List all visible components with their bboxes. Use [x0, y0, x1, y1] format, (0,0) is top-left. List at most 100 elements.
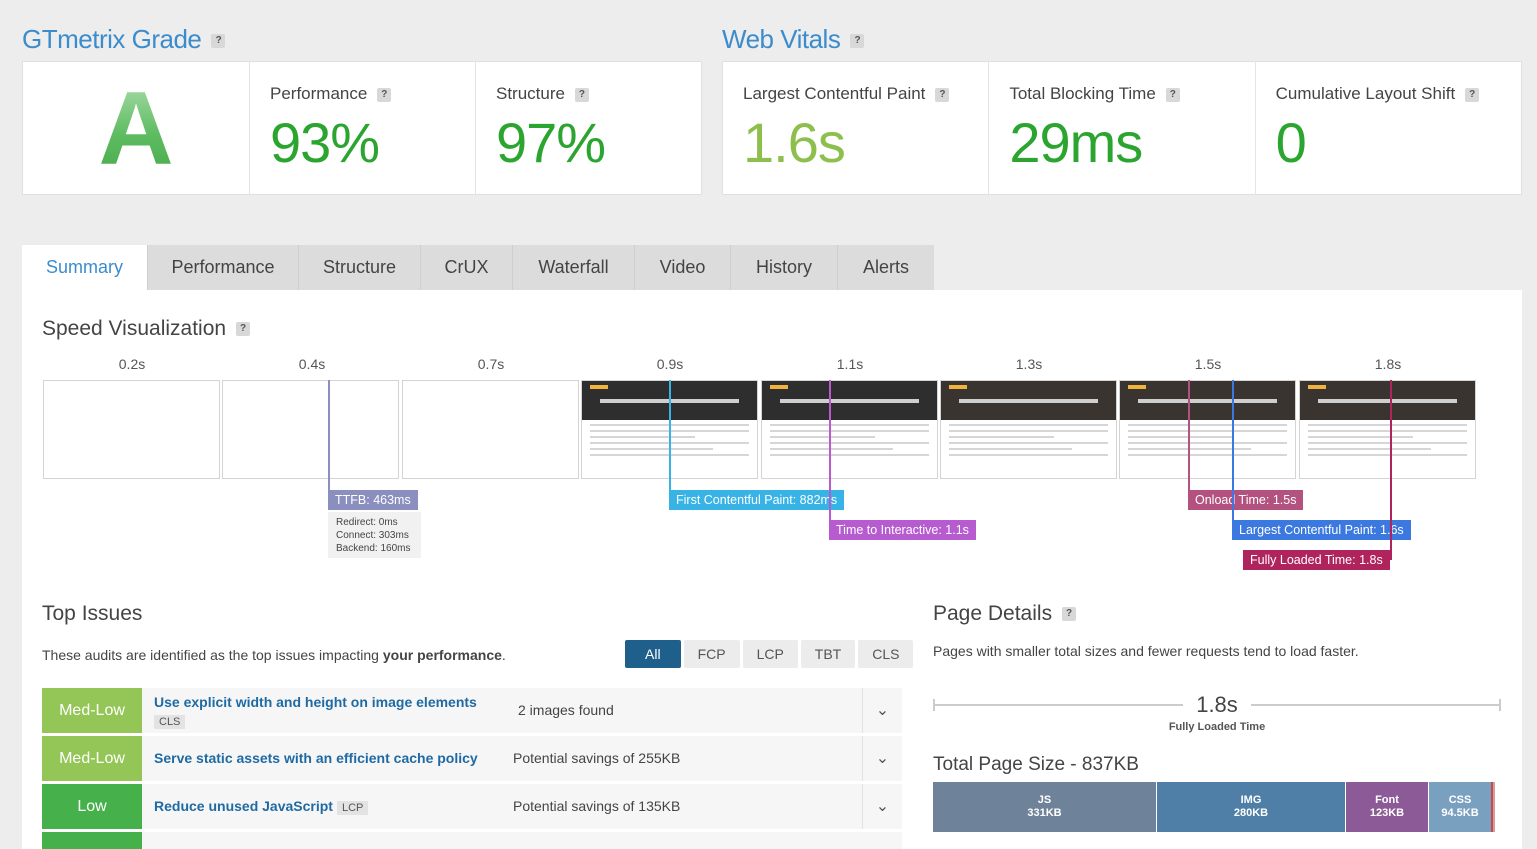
issue-tag: LCP [336, 801, 369, 815]
filter-cls[interactable]: CLS [858, 640, 914, 668]
severity-badge: Low [42, 784, 142, 829]
issue-row[interactable]: Med-Low Use explicit width and height on… [42, 688, 902, 733]
lcp-value: 1.6s [743, 111, 846, 174]
tab-history[interactable]: History [731, 245, 838, 290]
filter-all[interactable]: All [625, 640, 681, 668]
fcp-marker [669, 380, 671, 500]
issue-title[interactable]: Use explicit width and height on image e… [154, 694, 477, 710]
segment-size: 331KB [1027, 807, 1062, 819]
web-vitals-cards: Largest Contentful Paint? 1.6s Total Blo… [722, 61, 1522, 195]
fully-loaded-value: 1.8s [1196, 692, 1238, 717]
lcp-marker [1232, 380, 1234, 530]
fcp-flag: First Contentful Paint: 882ms [669, 490, 845, 510]
size-segment-font[interactable]: Font 123KB [1346, 782, 1428, 832]
lcp-flag: Largest Contentful Paint: 1.6s [1232, 520, 1411, 540]
onload-marker [1188, 380, 1190, 500]
tab-video[interactable]: Video [635, 245, 731, 290]
segment-size: 94.5KB [1441, 807, 1479, 819]
severity-badge: Med-Low [42, 736, 142, 781]
help-icon[interactable]: ? [574, 87, 589, 102]
structure-card: Structure? 97% [476, 62, 701, 194]
web-vitals-title: Web Vitals? [722, 24, 865, 55]
size-segment-css[interactable]: CSS 94.5KB [1429, 782, 1491, 832]
timeline-label: 0.2s [118, 356, 146, 372]
timeline-label: 0.7s [477, 356, 505, 372]
issue-row[interactable]: Low Reduce unused JavaScript LCP Potentia… [42, 784, 902, 829]
issue-detail: Potential savings of 135KB [513, 798, 681, 814]
cls-card: Cumulative Layout Shift? 0 [1256, 62, 1521, 194]
performance-value: 93% [270, 111, 380, 174]
segment-size: 280KB [1233, 807, 1269, 819]
chevron-down-icon[interactable]: ⌄ [862, 736, 902, 781]
ttfb-detail: Redirect: 0ms Connect: 303ms Backend: 16… [328, 512, 421, 558]
performance-card: Performance? 93% [250, 62, 476, 194]
help-icon[interactable]: ? [1165, 87, 1180, 102]
size-segment-other[interactable] [1491, 782, 1493, 832]
help-icon[interactable]: ? [1062, 607, 1077, 622]
grade-cards: A Performance? 93% Structure? 97% [22, 61, 702, 195]
web-vitals-title-text: Web Vitals [722, 24, 841, 54]
size-segment-other[interactable] [1493, 782, 1495, 832]
segment-size: 123KB [1369, 807, 1405, 819]
tab-performance[interactable]: Performance [148, 245, 299, 290]
tab-crux[interactable]: CrUX [421, 245, 513, 290]
timeline-label: 1.1s [836, 356, 864, 372]
page-details-title: Page Details? [933, 602, 1077, 626]
help-icon[interactable]: ? [850, 34, 865, 49]
frame-thumbnail[interactable] [1299, 380, 1476, 479]
structure-label: Structure? [496, 84, 681, 104]
segment-type: IMG [1240, 794, 1262, 806]
tbt-label: Total Blocking Time? [1009, 84, 1234, 104]
grade-letter: A [23, 62, 249, 196]
segment-type: Font [1375, 794, 1399, 806]
lcp-card: Largest Contentful Paint? 1.6s [723, 62, 990, 194]
help-icon[interactable]: ? [236, 322, 251, 337]
chevron-down-icon[interactable]: ⌄ [862, 784, 902, 829]
help-icon[interactable]: ? [211, 34, 226, 49]
structure-value: 97% [496, 111, 606, 174]
onload-flag: Onload Time: 1.5s [1188, 490, 1304, 510]
chevron-down-icon[interactable]: ⌄ [862, 688, 902, 733]
page-details-description: Pages with smaller total sizes and fewer… [933, 643, 1359, 659]
report-tabs: Summary Performance Structure CrUX Water… [22, 245, 934, 290]
help-icon[interactable]: ? [935, 87, 950, 102]
ttfb-flag: TTFB: 463ms [328, 490, 418, 510]
gtmetrix-grade-title: GTmetrix Grade? [22, 24, 226, 55]
speed-visualization-title: Speed Visualization? [42, 317, 251, 341]
tab-structure[interactable]: Structure [299, 245, 421, 290]
issue-row[interactable] [42, 832, 902, 849]
total-page-size: Total Page Size - 837KB [933, 754, 1139, 775]
segment-type: CSS [1448, 794, 1472, 806]
help-icon[interactable]: ? [377, 87, 392, 102]
filter-tbt[interactable]: TBT [800, 640, 856, 668]
cls-value: 0 [1275, 111, 1307, 174]
frame-thumbnail[interactable] [940, 380, 1117, 479]
top-issues-title: Top Issues [42, 602, 143, 625]
tab-waterfall[interactable]: Waterfall [513, 245, 635, 290]
issue-title[interactable]: Reduce unused JavaScript LCP [154, 798, 369, 815]
size-segment-img[interactable]: IMG 280KB [1157, 782, 1345, 832]
tab-alerts[interactable]: Alerts [838, 245, 934, 290]
fully-loaded-flag: Fully Loaded Time: 1.8s [1243, 550, 1390, 570]
frame-thumbnail[interactable] [43, 380, 220, 479]
filter-lcp[interactable]: LCP [742, 640, 798, 668]
lcp-label: Largest Contentful Paint? [743, 84, 968, 104]
timeline-label: 1.8s [1374, 356, 1402, 372]
issue-detail: 2 images found [518, 702, 614, 718]
size-segment-js[interactable]: JS 331KB [933, 782, 1156, 832]
help-icon[interactable]: ? [1465, 87, 1480, 102]
frame-thumbnail[interactable] [761, 380, 938, 479]
issue-title[interactable]: Serve static assets with an efficient ca… [154, 750, 478, 766]
tab-summary[interactable]: Summary [22, 245, 148, 290]
severity-badge [42, 832, 142, 849]
frame-thumbnail[interactable] [222, 380, 399, 479]
issue-row[interactable]: Med-Low Serve static assets with an effi… [42, 736, 902, 781]
frame-thumbnail[interactable] [402, 380, 579, 479]
frame-thumbnail[interactable] [1119, 380, 1296, 479]
filter-fcp[interactable]: FCP [683, 640, 740, 668]
fully-loaded-label: Fully Loaded Time [1168, 721, 1266, 733]
performance-label: Performance? [270, 84, 455, 104]
tti-marker [829, 380, 831, 530]
issue-tag: CLS [154, 712, 186, 730]
segment-type: JS [1037, 794, 1052, 806]
